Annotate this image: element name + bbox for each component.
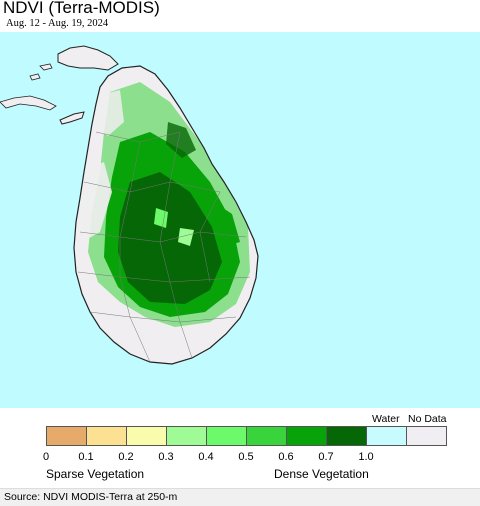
legend-swatch	[46, 426, 87, 446]
legend-tick-label: 1.0	[358, 451, 374, 463]
legend-nodata-label: No Data	[408, 413, 447, 425]
date-range: Aug. 12 - Aug. 19, 2024	[6, 18, 109, 29]
legend-tick-label: 0.1	[78, 451, 94, 463]
source-note: Source: NDVI MODIS-Terra at 250-m	[4, 491, 178, 503]
jaffna-peninsula	[57, 45, 119, 71]
legend-swatch	[366, 426, 407, 446]
district-borders	[77, 131, 251, 363]
sparse-patch	[154, 208, 168, 228]
islet	[39, 63, 53, 71]
footer: Source: NDVI MODIS-Terra at 250-m	[0, 488, 480, 506]
legend-swatch	[86, 426, 127, 446]
vegetation-medium	[214, 202, 240, 246]
island-outline	[73, 65, 259, 365]
islet	[29, 73, 41, 81]
sparse-vegetation-label: Sparse Vegetation	[46, 467, 145, 481]
legend-tick-label: 0.3	[158, 451, 174, 463]
legend-swatch	[206, 426, 247, 446]
legend-swatch	[166, 426, 207, 446]
sparse-patch	[178, 228, 194, 246]
legend-tick-label: 0.6	[278, 451, 294, 463]
map-panel	[0, 32, 480, 408]
legend-swatch	[406, 426, 447, 446]
legend-tick-label: 0.2	[118, 451, 134, 463]
dense-vegetation-label: Dense Vegetation	[274, 467, 369, 481]
legend-swatch	[286, 426, 327, 446]
legend-swatch	[246, 426, 287, 446]
legend-tick-label: 0.5	[238, 451, 254, 463]
legend-tick-label: 0	[42, 451, 50, 463]
mannar-island	[59, 111, 85, 125]
sparse-patch	[92, 302, 240, 364]
sparse-patch	[80, 162, 112, 242]
legend: Water No Data 0 0.1 0.2 0.3 0.4 0.5 0.6 0.7 1.0 …	[0, 408, 480, 488]
sri-lanka-ndvi-map	[0, 45, 259, 365]
legend-tick-label: 0.4	[198, 451, 214, 463]
sparse-patch	[94, 90, 124, 136]
legend-swatch	[326, 426, 367, 446]
map-title: NDVI (Terra-MODIS)	[3, 0, 160, 17]
vegetation-dense	[118, 172, 222, 304]
vegetation-dense	[166, 122, 196, 158]
legend-swatch	[126, 426, 167, 446]
legend-water-label: Water	[372, 413, 400, 425]
legend-tick-label: 0.7	[318, 451, 334, 463]
vegetation-layer	[80, 82, 250, 364]
adams-bridge	[0, 95, 57, 111]
